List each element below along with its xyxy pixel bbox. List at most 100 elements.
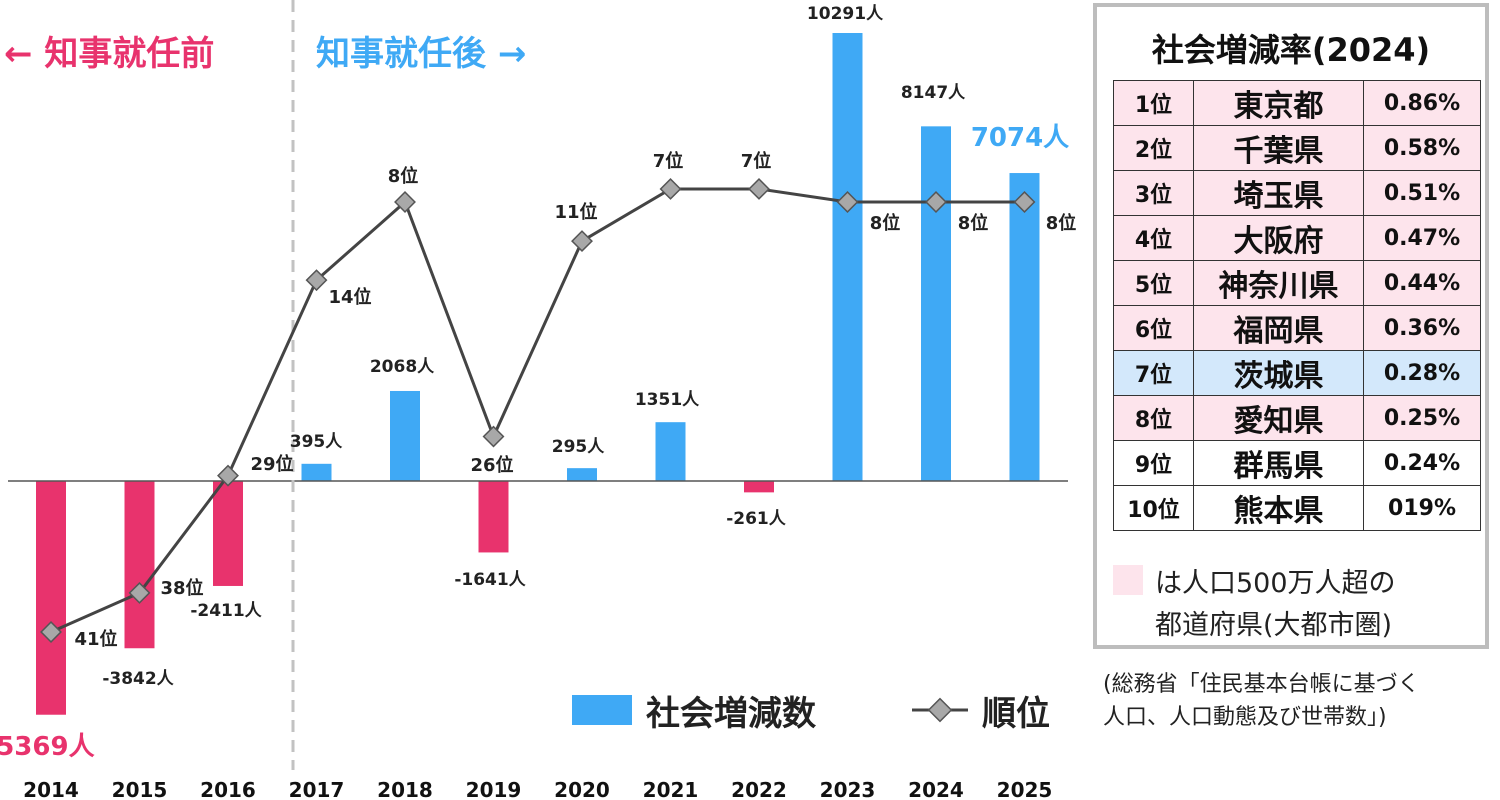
x-axis-tick-label: 2014	[23, 778, 79, 800]
bar	[921, 126, 951, 481]
bar-data-label: -1641人	[454, 570, 526, 590]
rank-line	[50, 187, 1025, 634]
rank-cell: 8位	[1113, 395, 1194, 441]
x-axis-tick-label: 2024	[908, 778, 964, 800]
x-axis-tick-label: 2016	[200, 778, 256, 800]
rank-row: 3位 埼玉県 0.51%	[1113, 170, 1481, 216]
rank-marker	[305, 269, 328, 292]
prefecture-cell: 神奈川県	[1193, 260, 1364, 306]
rate-cell: 0.28%	[1363, 350, 1481, 396]
rank-marker	[836, 191, 859, 213]
rank-cell: 2位	[1113, 125, 1194, 171]
x-axis-tick-label: 2018	[377, 778, 433, 800]
bar-data-label: 2068人	[370, 357, 435, 377]
rank-row: 6位 福岡県 0.36%	[1113, 305, 1481, 351]
note-line-2: 都道府県(大都市圏)	[1155, 610, 1393, 641]
rank-row: 1位 東京都 0.86%	[1113, 80, 1481, 126]
rate-cell: 0.86%	[1363, 80, 1481, 126]
rank-row: 7位 茨城県 0.28%	[1113, 350, 1481, 396]
bar	[213, 481, 243, 586]
bar	[124, 481, 155, 649]
rank-row: 2位 千葉県 0.58%	[1113, 125, 1481, 171]
prefecture-cell: 愛知県	[1193, 395, 1364, 441]
era-label-before: ← 知事就任前	[4, 34, 215, 74]
rank-data-label: 8位	[1046, 212, 1077, 234]
x-axis-tick-label: 2020	[554, 778, 610, 800]
bar	[567, 468, 597, 481]
x-axis-tick-label: 2023	[820, 778, 876, 800]
x-axis-tick-label: 2019	[466, 778, 522, 800]
rank-marker	[217, 464, 239, 487]
bar-data-label: -3842人	[102, 669, 174, 689]
rank-data-label: 8位	[958, 212, 989, 234]
rank-data-label: 41位	[74, 628, 117, 650]
bar	[832, 33, 863, 481]
rank-data-label: 26位	[470, 454, 513, 476]
rate-cell: 0.58%	[1363, 125, 1481, 171]
legend-swatch-bars	[572, 695, 632, 725]
rank-marker	[571, 230, 593, 253]
bar	[744, 481, 774, 493]
bar-data-label: -261人	[726, 509, 787, 529]
rank-marker	[659, 178, 682, 200]
rank-cell: 4位	[1113, 215, 1194, 261]
rank-data-label: 8位	[388, 165, 419, 187]
legend-label-bars: 社会増減数	[646, 693, 816, 734]
legend-swatch-line	[912, 697, 968, 723]
rank-table-panel: 社会増減率(2024) 1位 東京都 0.86% 2位 千葉県 0.58% 3位 埼玉県 0.5…	[1093, 3, 1489, 649]
rank-cell: 1位	[1113, 80, 1194, 126]
x-axis-tick-label: 2017	[289, 778, 345, 800]
rank-marker	[748, 178, 770, 200]
bar-data-label: 7074人	[971, 123, 1069, 153]
rate-cell: 0.36%	[1363, 305, 1481, 351]
prefecture-cell: 大阪府	[1193, 215, 1364, 261]
prefecture-cell: 埼玉県	[1193, 170, 1364, 216]
source-line-1: (総務省「住民基本台帳に基づく	[1103, 672, 1420, 697]
rank-data-label: 29位	[250, 453, 293, 475]
rank-table-title: 社会増減率(2024)	[1151, 31, 1431, 69]
legend-item-line: 順位	[912, 688, 1050, 734]
rate-cell: 0.24%	[1363, 440, 1481, 486]
x-axis-tick-label: 2021	[643, 778, 699, 800]
bar-data-label: 10291人	[807, 4, 884, 24]
rank-cell: 7位	[1113, 350, 1194, 396]
rank-marker	[925, 191, 947, 213]
prefecture-cell: 群馬県	[1193, 440, 1364, 486]
prefecture-cell: 東京都	[1193, 80, 1364, 126]
rank-marker	[482, 425, 505, 448]
rank-row: 8位 愛知県 0.25%	[1113, 395, 1481, 441]
bar-data-label: 1351人	[635, 390, 700, 410]
rate-cell: 0.47%	[1363, 215, 1481, 261]
bar	[478, 481, 509, 553]
rank-cell: 5位	[1113, 260, 1194, 306]
x-axis-tick-label: 2015	[112, 778, 168, 800]
x-axis-tick-label: 2025	[997, 778, 1053, 800]
rank-data-label: 14位	[328, 286, 371, 308]
bar-data-label: 395人	[290, 432, 343, 452]
bar-data-label: -2411人	[190, 601, 262, 621]
legend-label-line: 順位	[982, 693, 1050, 734]
x-axis-tick-label: 2022	[731, 778, 787, 800]
rank-marker	[394, 191, 416, 213]
prefecture-cell: 千葉県	[1193, 125, 1364, 171]
rank-marker	[1013, 191, 1036, 213]
rank-data-label: 11位	[554, 201, 597, 223]
bar-data-label: -5369人	[0, 732, 95, 762]
prefecture-cell: 福岡県	[1193, 305, 1364, 351]
rank-cell: 9位	[1113, 440, 1194, 486]
prefecture-cell: 熊本県	[1193, 485, 1364, 531]
note-swatch	[1113, 565, 1143, 595]
rate-cell: 0.25%	[1363, 395, 1481, 441]
rank-cell: 10位	[1113, 485, 1194, 531]
bar	[301, 463, 332, 481]
bar	[36, 481, 66, 715]
rank-table: 1位 東京都 0.86% 2位 千葉県 0.58% 3位 埼玉県 0.51% 4位 大阪府 0.47%…	[1113, 80, 1481, 531]
bar	[1009, 173, 1040, 481]
chart-plot-area: -5369人 -3842人 -2411人 395人 2068人 -1641人 295人 135…	[0, 0, 1077, 800]
rank-data-label: 7位	[653, 150, 684, 172]
rank-marker	[128, 581, 151, 604]
note-line-1: は人口500万人超の	[1155, 568, 1396, 599]
rank-row: 9位 群馬県 0.24%	[1113, 440, 1481, 486]
rank-row: 10位 熊本県 019%	[1113, 485, 1481, 531]
rate-cell: 0.44%	[1363, 260, 1481, 306]
